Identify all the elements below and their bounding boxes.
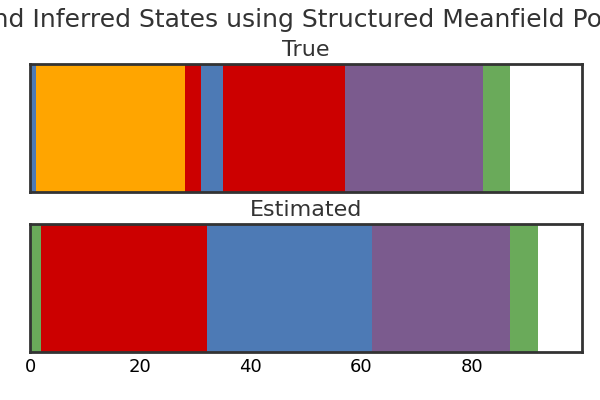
Bar: [30, 224, 41, 352]
Bar: [35, 64, 185, 192]
Bar: [201, 64, 223, 192]
Bar: [30, 64, 35, 192]
Bar: [223, 64, 344, 192]
Bar: [206, 224, 372, 352]
Text: True and Inferred States using Structured Meanfield Posterior: True and Inferred States using Structure…: [0, 8, 600, 32]
Bar: [482, 64, 510, 192]
Bar: [372, 224, 510, 352]
Bar: [510, 224, 538, 352]
Bar: [41, 224, 206, 352]
Title: True: True: [282, 40, 330, 60]
Bar: [344, 64, 482, 192]
Bar: [185, 64, 201, 192]
Title: Estimated: Estimated: [250, 200, 362, 220]
